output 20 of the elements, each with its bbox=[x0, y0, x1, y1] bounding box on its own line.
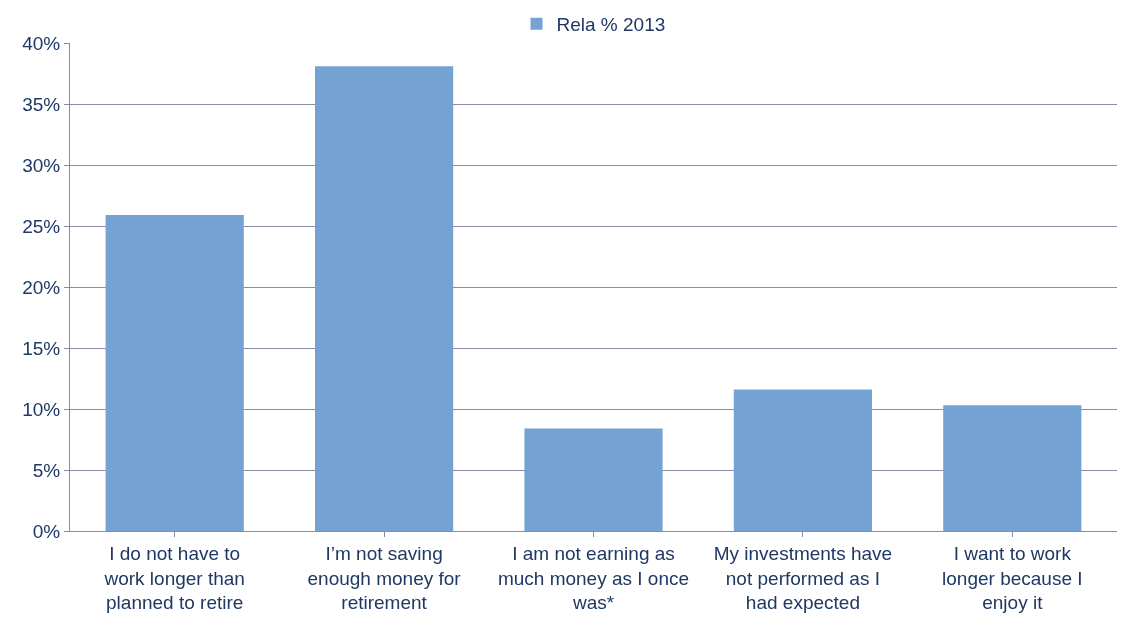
y-tick-label: 5% bbox=[32, 459, 61, 481]
bar bbox=[943, 405, 1082, 531]
y-tick-label: 25% bbox=[22, 215, 61, 237]
y-tick-label: 20% bbox=[22, 276, 61, 298]
y-tick-label: 35% bbox=[22, 93, 61, 115]
y-tick-label: 0% bbox=[32, 520, 61, 542]
x-tick-label: I’m not saving enough money for retirement bbox=[307, 542, 462, 614]
x-tick-label: My investments have not performed as I had expected bbox=[713, 542, 893, 614]
bar bbox=[105, 215, 244, 531]
x-tick-label: I want to work longer because I enjoy it bbox=[942, 542, 1083, 614]
bar bbox=[315, 66, 454, 531]
bar bbox=[524, 428, 663, 531]
y-tick-label: 40% bbox=[22, 32, 61, 54]
x-tick-label: I do not have to work longer than planned to retire bbox=[103, 542, 245, 614]
y-tick-label: 10% bbox=[22, 398, 61, 420]
x-tick-label: I am not earning as much money as I once was* bbox=[497, 542, 690, 614]
y-tick-label: 30% bbox=[22, 154, 61, 176]
legend-label: Rela % 2013 bbox=[556, 14, 666, 36]
bar bbox=[733, 389, 872, 531]
y-tick-label: 15% bbox=[22, 337, 61, 359]
